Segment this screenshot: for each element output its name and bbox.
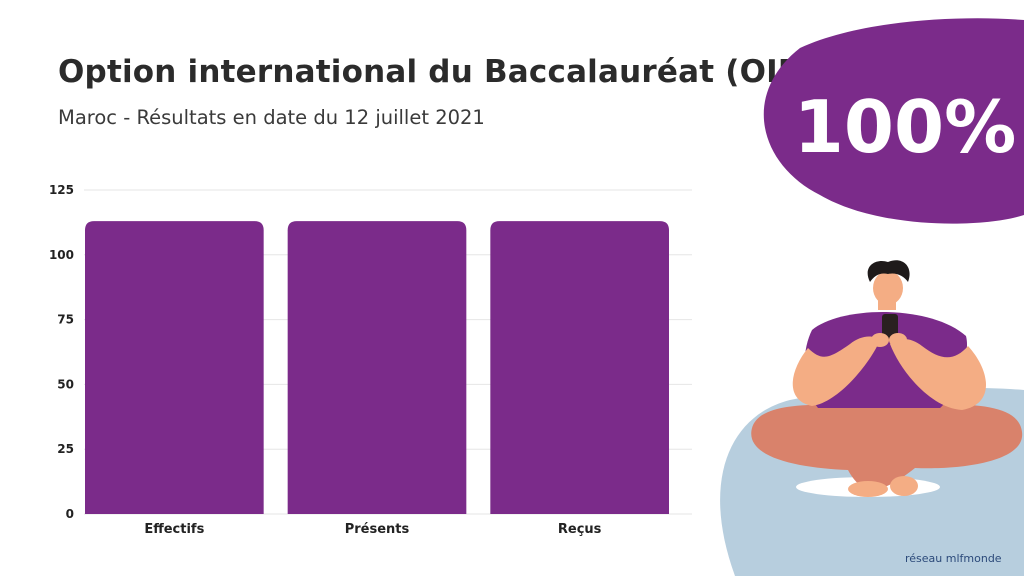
chart-bars: [85, 221, 669, 514]
hand-left: [871, 333, 889, 347]
y-tick-label: 0: [66, 507, 74, 521]
page-subtitle: Maroc - Résultats en date du 12 juillet …: [58, 106, 485, 129]
bar-re-us: [490, 221, 669, 514]
x-category-label: Reçus: [558, 522, 602, 537]
y-tick-label: 50: [57, 377, 74, 391]
hair: [867, 260, 910, 282]
foot-right: [890, 476, 918, 496]
legs-shape: [751, 404, 1023, 490]
head-face: [873, 271, 903, 305]
person-with-phone-icon: [720, 260, 1024, 576]
bar-effectifs: [85, 221, 264, 514]
x-category-label: Présents: [345, 522, 410, 537]
x-axis-categories: Effectifs Présents Reçus: [144, 522, 601, 537]
y-axis-ticks: 0 25 50 75 100 125: [49, 183, 74, 521]
bar-chart: 0 25 50 75 100 125 Effectifs Présents Reçus: [49, 183, 692, 537]
brand-logo-text: réseau mlfmonde: [905, 552, 1002, 565]
y-tick-label: 100: [49, 248, 74, 262]
bar-pr-sents: [287, 221, 467, 514]
y-tick-label: 75: [57, 313, 74, 327]
badge-value: 100%: [794, 85, 1016, 169]
foot-left: [848, 481, 888, 497]
badge-blob: [763, 18, 1024, 224]
hand-right: [889, 333, 907, 347]
x-category-label: Effectifs: [144, 522, 204, 537]
arm-right: [890, 338, 986, 410]
arm-left: [792, 336, 880, 406]
y-tick-label: 125: [49, 183, 74, 197]
page-title: Option international du Baccalauréat (OI…: [58, 54, 817, 90]
y-tick-label: 25: [57, 442, 74, 456]
phone-icon: [882, 314, 898, 340]
